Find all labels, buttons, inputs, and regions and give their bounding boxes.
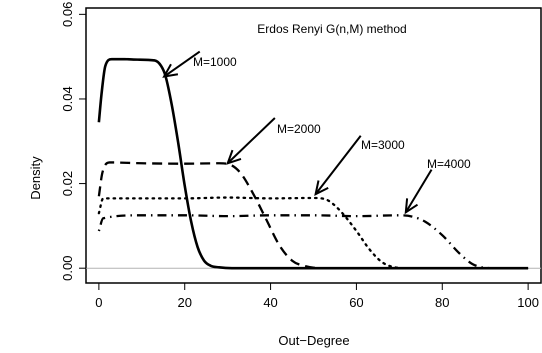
y-tick-label: 0.06: [60, 2, 75, 27]
annotation-arrow-m1000: [162, 50, 201, 78]
series-line-m4000: [97, 214, 529, 270]
y-tick-label: 0.04: [60, 86, 75, 111]
y-axis-title: Density: [28, 156, 43, 200]
annotation-label-m1000: M=1000: [193, 55, 237, 69]
x-tick-label: 60: [349, 295, 363, 310]
annotation-arrows: [162, 50, 433, 215]
series-lines: [97, 57, 530, 270]
x-tick-label: 100: [517, 295, 539, 310]
series-line-m1000: [97, 57, 529, 270]
plot-border: [85, 7, 542, 284]
x-tick-label: 20: [177, 295, 191, 310]
y-axis: 0.00 0.02 0.04 0.06: [60, 2, 87, 281]
annotation-arrow-m3000: [314, 135, 362, 197]
annotation-arrow-m4000: [404, 169, 433, 215]
y-tick-label: 0.00: [60, 256, 75, 281]
series-line-m3000: [97, 196, 530, 270]
x-axis: 0 20 40 60 80 100: [95, 282, 539, 310]
x-tick-label: 40: [263, 295, 277, 310]
x-tick-label: 80: [435, 295, 449, 310]
annotation-label-m2000: M=2000: [277, 122, 321, 136]
annotation-label-m3000: M=3000: [361, 138, 405, 152]
chart-title: Erdos Renyi G(n,M) method: [257, 22, 406, 36]
annotation-arrow-m2000: [226, 117, 276, 165]
series-line-m2000: [97, 161, 529, 270]
x-tick-label: 0: [95, 295, 102, 310]
y-tick-label: 0.02: [60, 171, 75, 196]
x-axis-title: Out−Degree: [278, 333, 349, 348]
annotation-label-m4000: M=4000: [427, 157, 471, 171]
plot-frame: [85, 7, 542, 284]
